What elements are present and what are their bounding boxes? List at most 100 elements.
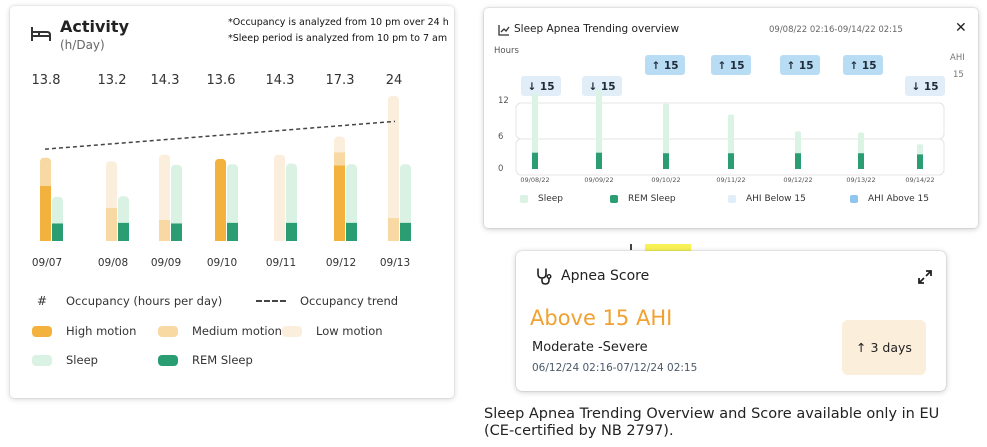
ahi-marker-label: ↑ 15	[651, 60, 678, 72]
activity-card: Activity (h/Day) *Occupancy is analyzed …	[10, 6, 454, 398]
x-tick-label: 09/13	[380, 257, 410, 269]
medium-motion-segment	[334, 152, 345, 166]
ahi-marker-label: ↓ 15	[911, 81, 938, 93]
ahi-marker-label: ↓ 15	[527, 81, 554, 93]
occupancy-value: 24	[386, 73, 403, 88]
low-motion-segment	[388, 96, 399, 219]
motion-bar	[106, 161, 117, 241]
sleep-bar	[346, 164, 357, 241]
trend-ahi-label: AHI	[950, 53, 965, 63]
trend-legend-rem-swatch	[610, 195, 618, 203]
rem-sleep-bar	[532, 152, 538, 169]
occupancy-value: 13.8	[32, 73, 61, 88]
occupancy-value: 13.2	[98, 73, 127, 88]
trend-legend-rem: REM Sleep	[610, 194, 676, 204]
trend-legend-sleep: Sleep	[520, 194, 563, 204]
motion-bar	[215, 158, 226, 241]
sleep-bar	[171, 164, 182, 241]
stethoscope-icon	[537, 268, 552, 285]
trend-legend-below: AHI Below 15	[728, 194, 806, 204]
caption: Sleep Apnea Trending Overview and Score …	[484, 406, 940, 439]
ahi-marker-label: ↑ 15	[786, 60, 813, 72]
apnea-score-title: Apnea Score	[561, 268, 650, 284]
high-motion-segment	[40, 186, 51, 241]
rem-sleep-bar	[286, 222, 297, 241]
legend-trend: Occupancy trend	[256, 294, 398, 308]
sleep-period-note: *Sleep period is analyzed from 10 pm to …	[228, 33, 448, 44]
occupancy-value: 14.3	[266, 73, 295, 88]
y-tick-label: 6	[498, 132, 503, 142]
apnea-score-value: Above 15 AHI	[530, 306, 673, 330]
apnea-trend-badge: ↑ 3 days	[842, 320, 926, 375]
rem-sleep-bar	[52, 223, 63, 241]
low-motion-segment	[159, 154, 170, 220]
close-icon[interactable]: ✕	[955, 20, 967, 36]
y-tick-label: 0	[498, 164, 503, 174]
ahi-marker-label: ↑ 15	[717, 60, 744, 72]
rem-sleep-bar	[795, 153, 801, 169]
trend-chart: 12 6 0 ↓ 15 ↓ 15 ↑ 15 ↑ 15 ↑ 15 ↑ 15 ↓ 15 09/08/22…	[498, 55, 945, 184]
ahi-above-marker: ↑ 15	[645, 55, 685, 75]
legend-rem: REM Sleep	[158, 353, 253, 367]
legend-occupancy-label: Occupancy (hours per day)	[66, 294, 223, 308]
x-tick-label: 09/11	[266, 257, 296, 269]
motion-bar	[274, 154, 285, 241]
trend-legend-above: AHI Above 15	[850, 194, 929, 204]
trend-legend-rem-label: REM Sleep	[628, 194, 676, 204]
legend-high-label: High motion	[66, 324, 137, 338]
x-tick-label: 09/14/22	[905, 176, 934, 184]
sleep-bar	[400, 164, 411, 241]
legend-sleep-swatch	[32, 354, 52, 366]
legend-low-motion: Low motion	[282, 324, 383, 338]
ahi-below-marker: ↓ 15	[521, 76, 561, 96]
low-motion-segment	[106, 161, 117, 208]
high-motion-segment	[215, 158, 226, 241]
rem-sleep-bar	[227, 222, 238, 241]
legend-high-motion: High motion	[32, 324, 136, 338]
legend-low-swatch	[282, 325, 302, 337]
medium-motion-segment	[159, 219, 170, 241]
ahi-marker-label: ↑ 15	[849, 60, 876, 72]
bed-icon	[31, 27, 51, 41]
x-tick-label: 09/13/22	[846, 176, 875, 184]
apnea-severity: Moderate -Severe	[532, 340, 648, 355]
apnea-date-range: 06/12/24 02:16-07/12/24 02:15	[532, 362, 698, 374]
trend-legend-sleep-label: Sleep	[538, 194, 564, 204]
motion-bar	[388, 96, 399, 241]
motion-bar	[159, 154, 170, 241]
legend-trend-line	[256, 300, 286, 302]
occupancy-note: *Occupancy is analyzed from 10 pm over 2…	[228, 17, 449, 28]
sleep-bar	[286, 163, 297, 241]
rem-sleep-bar	[346, 222, 357, 241]
medium-motion-segment	[40, 157, 51, 187]
sleep-bar	[532, 93, 538, 169]
legend-sleep-label: Sleep	[66, 353, 98, 367]
x-tick-label: 09/07	[32, 257, 62, 269]
activity-title: Activity	[60, 17, 129, 36]
trend-ahi-value: 15	[953, 70, 964, 80]
x-tick-label: 09/10	[207, 257, 237, 269]
x-tick-label: 09/08/22	[520, 176, 549, 184]
legend-medium-label: Medium motion	[192, 324, 282, 338]
rem-sleep-bar	[728, 153, 734, 169]
line-chart-icon	[498, 25, 510, 36]
motion-bar	[40, 157, 51, 241]
trend-date-range: 09/08/22 02:16-09/14/22 02:15	[769, 25, 903, 35]
expand-icon[interactable]	[917, 269, 933, 285]
ahi-below-marker: ↓ 15	[905, 76, 945, 96]
x-tick-label: 09/10/22	[651, 176, 680, 184]
low-motion-segment	[274, 154, 285, 241]
occupancy-trend-line	[44, 120, 396, 150]
legend-rem-swatch	[158, 354, 178, 366]
trend-legend-above-label: AHI Above 15	[868, 194, 929, 204]
rem-sleep-bar	[663, 153, 669, 169]
x-tick-label: 09/09/22	[584, 176, 613, 184]
trend-legend-below-label: AHI Below 15	[746, 194, 806, 204]
y-tick-label: 12	[498, 96, 509, 106]
ahi-above-marker: ↑ 15	[843, 55, 883, 75]
high-motion-segment	[334, 165, 345, 241]
sleep-bar	[227, 164, 238, 241]
rem-sleep-bar	[596, 152, 602, 169]
trend-legend-sleep-swatch	[520, 195, 528, 203]
highlight-mark	[645, 244, 691, 253]
